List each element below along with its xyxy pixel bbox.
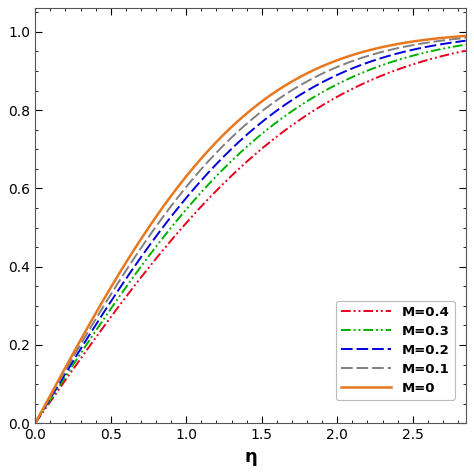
X-axis label: η: η [244,447,257,465]
Legend: M=0.4, M=0.3, M=0.2, M=0.1, M=0: M=0.4, M=0.3, M=0.2, M=0.1, M=0 [336,301,455,400]
